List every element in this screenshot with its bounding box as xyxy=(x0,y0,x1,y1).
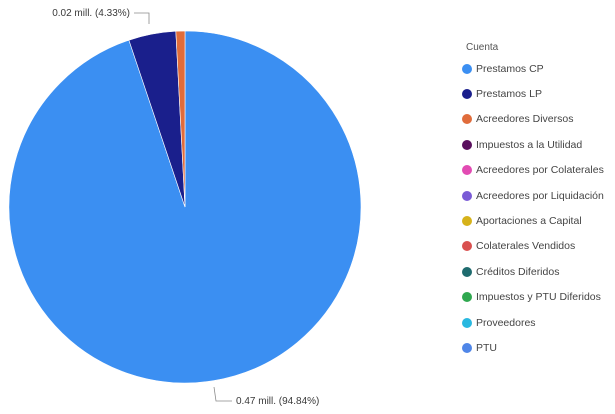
legend-item[interactable]: PTU xyxy=(462,335,612,360)
pie-slices xyxy=(8,30,362,384)
legend-item[interactable]: Prestamos LP xyxy=(462,81,612,106)
legend-swatch xyxy=(462,317,472,328)
legend-swatch xyxy=(462,241,472,252)
legend-label: Aportaciones a Capital xyxy=(476,215,582,228)
legend-item[interactable]: Créditos Diferidos xyxy=(462,259,612,284)
legend-item[interactable]: Acreedores por Colaterales xyxy=(462,158,612,183)
legend-item[interactable]: Impuestos a la Utilidad xyxy=(462,132,612,157)
legend-label: Acreedores Diversos xyxy=(476,113,574,126)
legend-label: Proveedores xyxy=(476,316,536,329)
legend-items: Prestamos CP Prestamos LP Acreedores Diver… xyxy=(462,56,612,361)
legend-item[interactable]: Impuestos y PTU Diferidos xyxy=(462,285,612,310)
slice-labels: 0.47 mill. (94.84%) 0.02 mill. (4.33%) xyxy=(52,8,319,407)
legend-label: Impuestos a la Utilidad xyxy=(476,138,583,151)
legend-item[interactable]: Acreedores Diversos xyxy=(462,107,612,132)
legend-label: Acreedores por Colaterales xyxy=(476,164,604,177)
label-leaders xyxy=(134,12,232,402)
legend-label: Prestamos CP xyxy=(476,62,544,75)
legend-item[interactable]: Proveedores xyxy=(462,310,612,335)
legend-item[interactable]: Acreedores por Liquidación xyxy=(462,183,612,208)
legend-swatch xyxy=(462,139,472,150)
legend-swatch xyxy=(462,266,472,277)
legend-label: Colaterales Vendidos xyxy=(476,240,576,253)
legend-swatch xyxy=(462,342,472,353)
legend-label: Impuestos y PTU Diferidos xyxy=(476,291,601,304)
legend-swatch xyxy=(462,89,472,100)
legend-swatch xyxy=(462,292,472,303)
legend-swatch xyxy=(462,190,472,201)
label-leader-line xyxy=(134,12,150,24)
legend-item[interactable]: Aportaciones a Capital xyxy=(462,208,612,233)
legend-swatch xyxy=(462,165,472,176)
legend-item[interactable]: Prestamos CP xyxy=(462,56,612,81)
pie-slice-acreedores-diversos[interactable] xyxy=(175,30,186,208)
legend-swatch xyxy=(462,114,472,125)
legend-swatch xyxy=(462,63,472,74)
legend-label: Prestamos LP xyxy=(476,88,542,101)
slice-value-label: 0.02 mill. (4.33%) xyxy=(52,8,130,19)
label-leader-line xyxy=(213,386,232,402)
legend-title: Cuenta xyxy=(466,42,499,53)
legend-label: Acreedores por Liquidación xyxy=(476,189,604,202)
legend-item[interactable]: Colaterales Vendidos xyxy=(462,234,612,259)
legend-label: Créditos Diferidos xyxy=(476,265,560,278)
legend-swatch xyxy=(462,216,472,227)
slice-value-label: 0.47 mill. (94.84%) xyxy=(236,396,319,407)
legend: Cuenta Prestamos CP Prestamos LP Acreedore… xyxy=(462,40,612,361)
legend-label: PTU xyxy=(476,341,497,354)
